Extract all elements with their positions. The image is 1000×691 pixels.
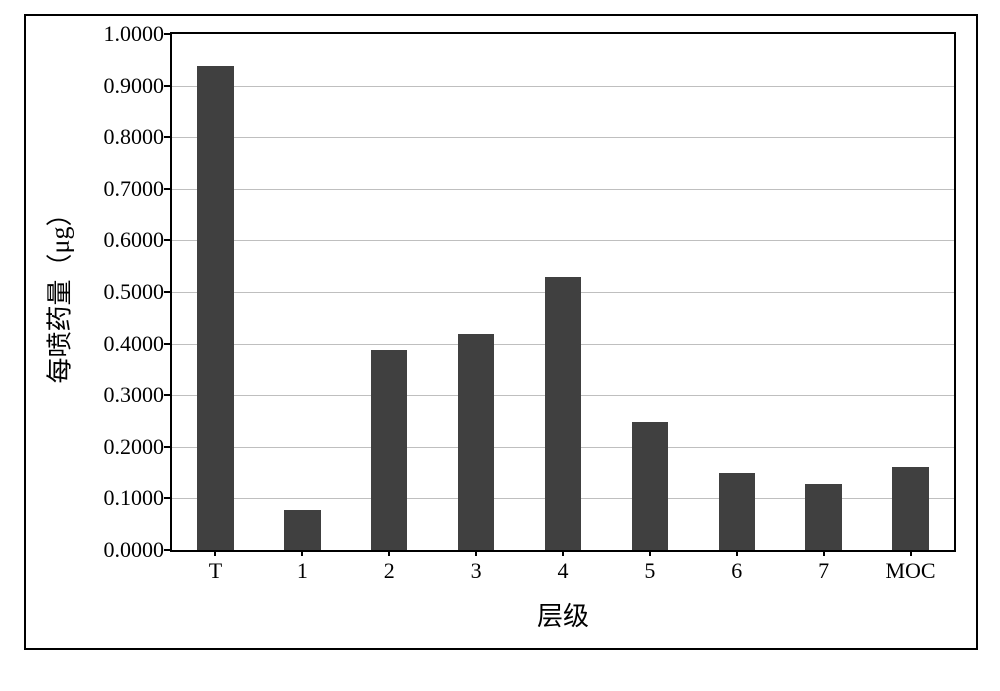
- y-tick-label: 0.5000: [104, 279, 173, 305]
- x-tick-label: 5: [644, 550, 655, 584]
- y-tick-label: 0.7000: [104, 176, 173, 202]
- x-tick-label: 2: [384, 550, 395, 584]
- y-tick-label: 0.3000: [104, 382, 173, 408]
- gridline: [172, 137, 954, 138]
- bar: [719, 473, 755, 550]
- x-tick-label: 1: [297, 550, 308, 584]
- gridline: [172, 189, 954, 190]
- x-tick-label: 4: [558, 550, 569, 584]
- bar: [371, 350, 407, 550]
- y-tick-label: 0.9000: [104, 73, 173, 99]
- y-tick-label: 0.2000: [104, 434, 173, 460]
- y-tick-label: 0.4000: [104, 331, 173, 357]
- plot-area: 0.00000.10000.20000.30000.40000.50000.60…: [170, 32, 956, 552]
- y-tick-label: 0.6000: [104, 227, 173, 253]
- bar: [284, 510, 320, 550]
- gridline: [172, 86, 954, 87]
- x-tick-label: T: [209, 550, 222, 584]
- bar: [892, 467, 928, 550]
- x-tick-label: 7: [818, 550, 829, 584]
- bar: [632, 422, 668, 550]
- bar: [805, 484, 841, 550]
- bar: [458, 334, 494, 550]
- x-tick-label: MOC: [885, 550, 935, 584]
- y-axis-title: 每喷药量（μg）: [40, 201, 77, 384]
- bar: [197, 66, 233, 550]
- x-axis-title: 层级: [537, 596, 589, 633]
- y-tick-label: 0.0000: [104, 537, 173, 563]
- x-tick-label: 6: [731, 550, 742, 584]
- y-tick-label: 1.0000: [104, 21, 173, 47]
- gridline: [172, 240, 954, 241]
- y-tick-label: 0.8000: [104, 124, 173, 150]
- bar: [545, 277, 581, 550]
- y-tick-label: 0.1000: [104, 485, 173, 511]
- x-tick-label: 3: [471, 550, 482, 584]
